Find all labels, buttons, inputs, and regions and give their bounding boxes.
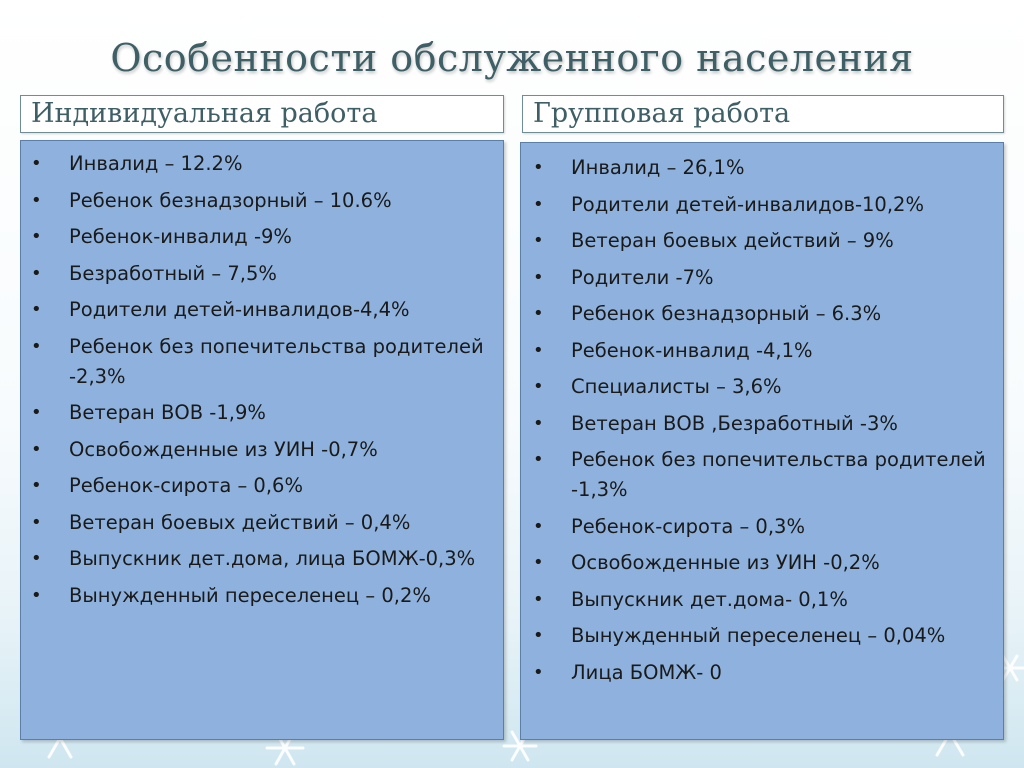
slide-title: Особенности обслуженного населения: [110, 36, 914, 80]
list-item: Освобожденные из УИН -0,2%: [533, 548, 991, 578]
list-item: Освобожденные из УИН -0,7%: [31, 435, 489, 465]
list-item: Ребенок безнадзорный – 6.3%: [533, 299, 991, 329]
individual-work-list: Инвалид – 12.2% Ребенок безнадзорный – 1…: [21, 141, 503, 611]
list-item: Родители детей-инвалидов-10,2%: [533, 190, 991, 220]
list-item: Лица БОМЖ- 0: [533, 658, 991, 688]
list-item: Инвалид – 12.2%: [31, 149, 489, 179]
group-work-list: Инвалид – 26,1% Родители детей-инвалидов…: [521, 143, 1003, 688]
list-item: Ветеран ВОВ -1,9%: [31, 398, 489, 428]
list-item: Инвалид – 26,1%: [533, 153, 991, 183]
list-item: Ребенок безнадзорный – 10.6%: [31, 186, 489, 216]
list-item: Выпускник дет.дома- 0,1%: [533, 585, 991, 615]
list-item: Вынужденный переселенец – 0,2%: [31, 581, 489, 611]
list-item: Родители детей-инвалидов-4,4%: [31, 295, 489, 325]
group-work-header: Групповая работа: [522, 95, 1004, 133]
list-item: Родители -7%: [533, 263, 991, 293]
list-item: Ребенок без попечительства родителей -2,…: [31, 332, 489, 392]
list-item: Ребенок-сирота – 0,3%: [533, 512, 991, 542]
individual-work-header: Индивидуальная работа: [20, 95, 504, 133]
individual-work-panel: Инвалид – 12.2% Ребенок безнадзорный – 1…: [20, 140, 504, 740]
list-item: Безработный – 7,5%: [31, 259, 489, 289]
list-item: Выпускник дет.дома, лица БОМЖ-0,3%: [31, 544, 489, 574]
list-item: Ребенок-сирота – 0,6%: [31, 471, 489, 501]
list-item: Специалисты – 3,6%: [533, 372, 991, 402]
list-item: Вынужденный переселенец – 0,04%: [533, 621, 991, 651]
list-item: Ребенок-инвалид -9%: [31, 222, 489, 252]
list-item: Ветеран ВОВ ,Безработный -3%: [533, 409, 991, 439]
list-item: Ребенок-инвалид -4,1%: [533, 336, 991, 366]
list-item: Ветеран боевых действий – 0,4%: [31, 508, 489, 538]
list-item: Ребенок без попечительства родителей -1,…: [533, 445, 991, 505]
group-work-panel: Инвалид – 26,1% Родители детей-инвалидов…: [520, 142, 1004, 740]
list-item: Ветеран боевых действий – 9%: [533, 226, 991, 256]
